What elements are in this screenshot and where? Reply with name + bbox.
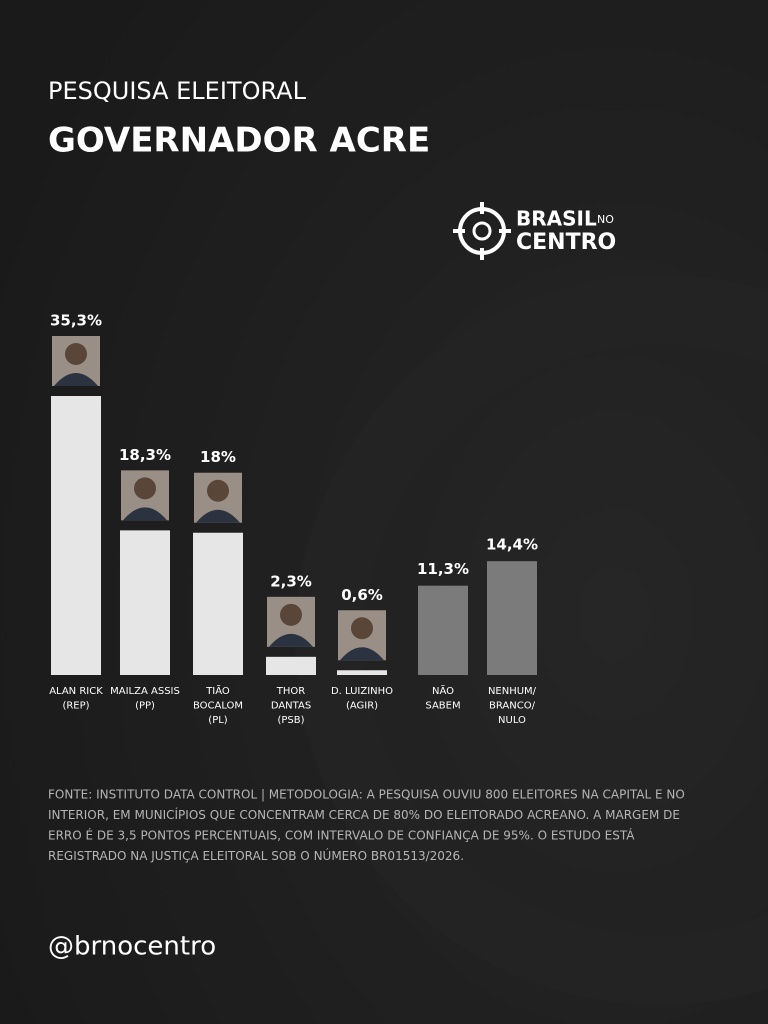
candidate-photo-body (123, 507, 167, 521)
x-tick-label: (PSB) (277, 715, 304, 726)
logo-text: CENTRO (516, 230, 616, 255)
source-note: INTERIOR, EM MUNICÍPIOS QUE CONCENTRAM C… (48, 807, 680, 822)
value-label: 14,4% (486, 536, 538, 554)
x-tick-label: BOCALOM (193, 701, 243, 712)
candidate-photo-body (196, 509, 240, 523)
value-label: 0,6% (341, 586, 383, 604)
bar (193, 532, 243, 675)
x-tick-label: (REP) (62, 701, 89, 712)
candidate-photo-head (280, 603, 302, 626)
x-tick-label: (PP) (135, 701, 155, 712)
candidate-photo-body (340, 647, 384, 661)
logo-center (472, 221, 492, 241)
source-note: FONTE: INSTITUTO DATA CONTROL | METODOLO… (48, 788, 685, 802)
value-label: 18,3% (119, 446, 171, 464)
candidate-photo-head (351, 617, 373, 640)
source-note: REGISTRADO NA JUSTIÇA ELEITORAL SOB O NÚ… (48, 848, 464, 863)
candidate-photo-head (134, 477, 156, 500)
bar (418, 585, 468, 675)
title: GOVERNADOR ACRE (48, 121, 430, 161)
candidate-photo-body (269, 633, 313, 647)
x-tick-label: (AGIR) (346, 701, 378, 712)
x-tick-label: NULO (498, 715, 526, 726)
bar (487, 561, 537, 675)
x-tick-label: D. LUIZINHO (331, 686, 393, 697)
x-tick-label: SABEM (425, 701, 460, 712)
bar (51, 396, 101, 675)
value-label: 18% (200, 448, 236, 466)
logo-cross (453, 202, 511, 260)
value-label: 35,3% (50, 312, 102, 330)
handle: @brnocentro (48, 932, 216, 962)
x-tick-label: BRANCO/ (489, 701, 536, 712)
value-label: 2,3% (270, 572, 312, 590)
candidate-photo-body (54, 373, 98, 386)
logo-text: NO (597, 213, 614, 226)
bar (337, 670, 387, 675)
x-tick-label: TIÃO (205, 684, 230, 697)
bar (266, 656, 316, 675)
kicker: PESQUISA ELEITORAL (48, 77, 307, 105)
logo: BRASIL NO CENTRO (453, 202, 616, 260)
x-tick-label: DANTAS (271, 701, 311, 712)
x-tick-label: NÃO (432, 684, 454, 697)
x-tick-label: ALAN RICK (49, 686, 103, 697)
watermark (295, 275, 768, 1005)
value-label: 11,3% (417, 560, 469, 578)
bar (120, 530, 170, 675)
candidate-photo-head (65, 343, 87, 365)
logo-text: BRASIL (516, 207, 597, 231)
source-note: ERRO É DE 3,5 PONTOS PERCENTUAIS, COM IN… (48, 828, 635, 843)
candidate-photo-head (207, 479, 229, 502)
x-tick-label: MAILZA ASSIS (110, 686, 180, 697)
x-tick-label: THOR (276, 686, 305, 697)
x-tick-label: NENHUM/ (488, 686, 537, 697)
x-tick-label: (PL) (208, 715, 228, 726)
